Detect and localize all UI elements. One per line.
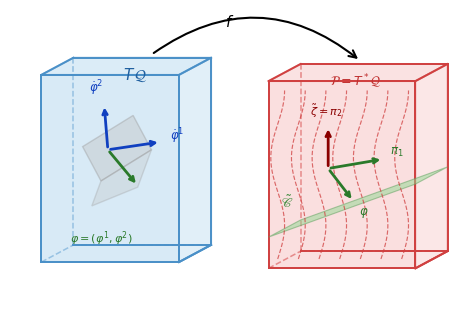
Text: $\dot{\varphi}^1$: $\dot{\varphi}^1$	[170, 126, 184, 145]
Text: $\tilde{\zeta}=\pi_2$: $\tilde{\zeta}=\pi_2$	[310, 103, 342, 120]
Text: $\mathcal{P}=T^*\mathcal{Q}$: $\mathcal{P}=T^*\mathcal{Q}$	[330, 73, 381, 91]
Polygon shape	[269, 64, 448, 81]
Polygon shape	[41, 75, 179, 262]
Polygon shape	[92, 150, 151, 206]
Polygon shape	[415, 64, 448, 268]
Text: $\tilde{\mathscr{C}}$: $\tilde{\mathscr{C}}$	[281, 195, 293, 211]
Polygon shape	[83, 115, 151, 181]
Text: $\varphi$: $\varphi$	[359, 206, 369, 220]
Text: $\varphi=(\varphi^1,\varphi^2)$: $\varphi=(\varphi^1,\varphi^2)$	[70, 229, 132, 248]
FancyArrowPatch shape	[154, 18, 356, 58]
Polygon shape	[269, 81, 415, 268]
Text: $f$: $f$	[225, 14, 234, 30]
Text: $\dot{\varphi}^2$: $\dot{\varphi}^2$	[89, 79, 104, 98]
Polygon shape	[179, 58, 211, 262]
Text: $T\,\mathcal{Q}$: $T\,\mathcal{Q}$	[123, 67, 148, 84]
Polygon shape	[269, 167, 448, 237]
Text: $\pi_1$: $\pi_1$	[390, 146, 404, 159]
Polygon shape	[41, 58, 211, 75]
